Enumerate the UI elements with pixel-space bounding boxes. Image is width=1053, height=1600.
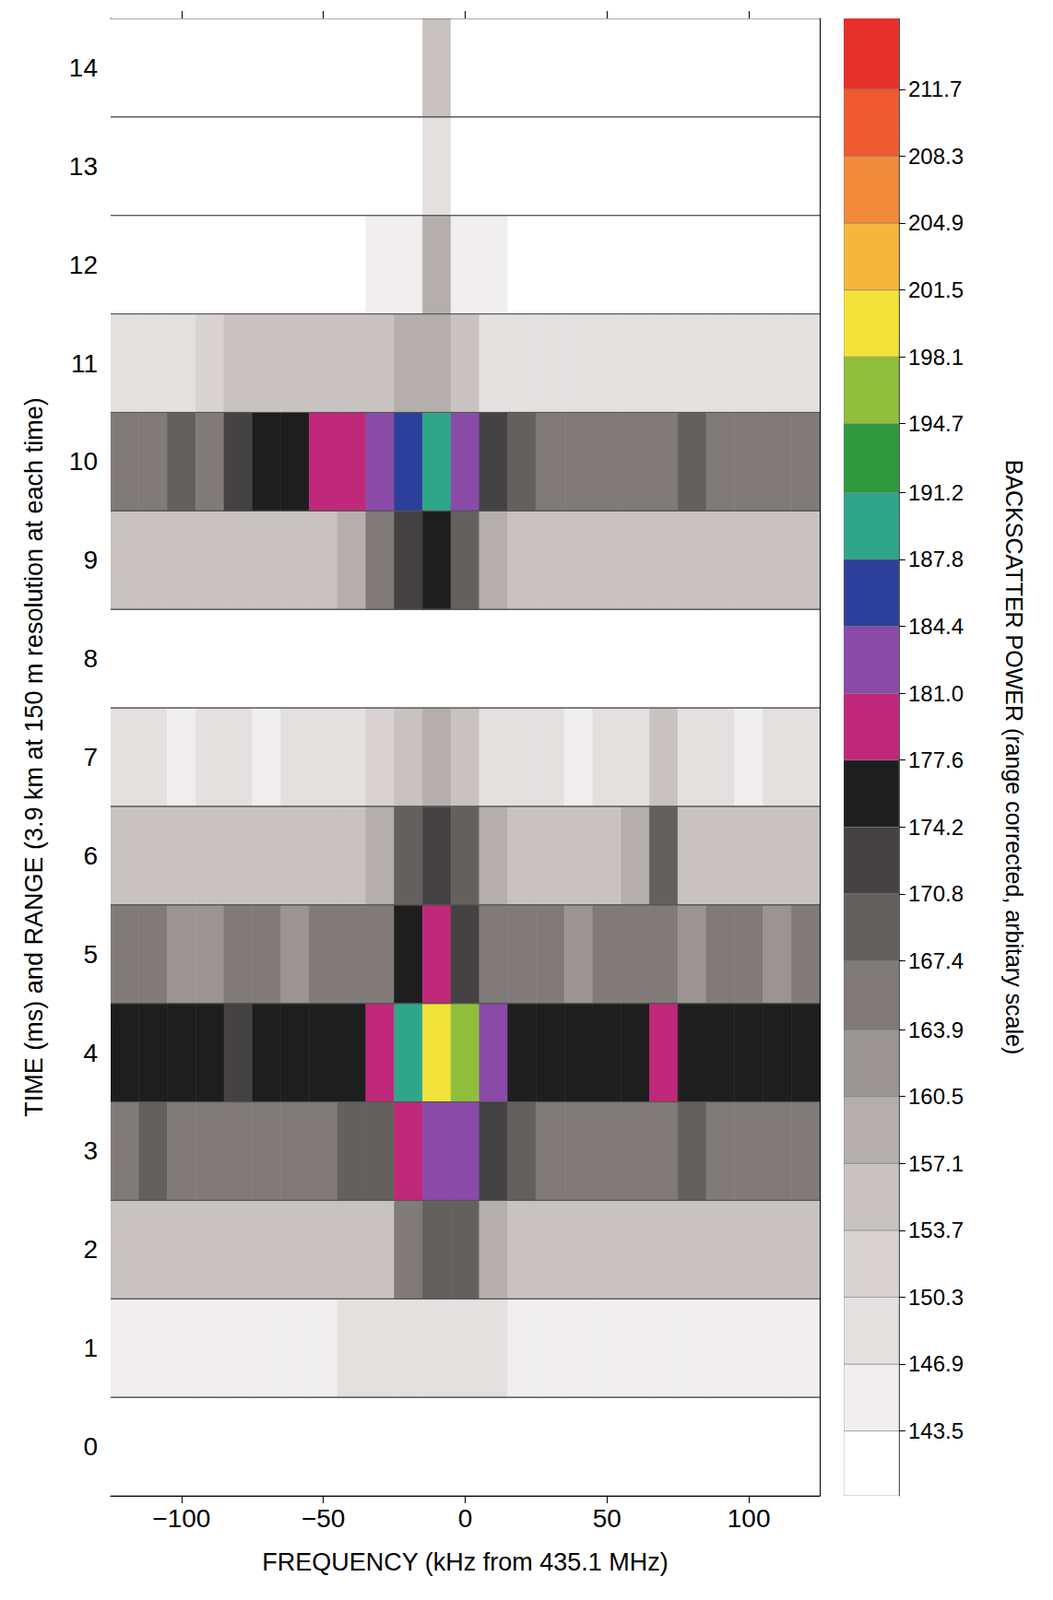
svg-text:0: 0: [458, 1504, 474, 1534]
svg-text:−50: −50: [301, 1504, 346, 1534]
svg-text:8: 8: [82, 644, 98, 674]
svg-text:184.4: 184.4: [908, 614, 964, 639]
svg-text:153.7: 153.7: [908, 1218, 964, 1243]
svg-text:4: 4: [82, 1039, 98, 1068]
svg-text:12: 12: [69, 250, 98, 280]
svg-text:201.5: 201.5: [908, 277, 964, 303]
svg-text:187.8: 187.8: [908, 546, 964, 572]
svg-text:TIME (ms) and RANGE (3.9 km at: TIME (ms) and RANGE (3.9 km at 150 m res…: [20, 397, 48, 1117]
svg-text:5: 5: [82, 940, 98, 970]
svg-text:157.1: 157.1: [908, 1151, 964, 1177]
svg-text:FREQUENCY (kHz from 435.1 MHz): FREQUENCY (kHz from 435.1 MHz): [261, 1549, 669, 1577]
svg-text:211.7: 211.7: [908, 76, 962, 102]
svg-text:191.2: 191.2: [908, 480, 964, 506]
svg-text:9: 9: [82, 545, 98, 575]
svg-text:BACKSCATTER POWER (range corre: BACKSCATTER POWER (range corrected, arbi…: [1001, 460, 1028, 1056]
svg-text:181.0: 181.0: [908, 681, 964, 707]
svg-text:150.3: 150.3: [908, 1285, 964, 1311]
svg-text:160.5: 160.5: [908, 1084, 964, 1110]
svg-text:174.2: 174.2: [908, 815, 964, 841]
svg-text:198.1: 198.1: [908, 344, 964, 370]
svg-text:146.9: 146.9: [908, 1351, 964, 1377]
svg-text:163.9: 163.9: [908, 1017, 964, 1043]
svg-text:204.9: 204.9: [908, 210, 964, 236]
svg-text:100: 100: [727, 1504, 771, 1534]
svg-text:−100: −100: [152, 1504, 211, 1534]
svg-text:3: 3: [82, 1136, 98, 1166]
svg-text:167.4: 167.4: [908, 948, 964, 974]
svg-text:143.5: 143.5: [908, 1419, 964, 1444]
svg-text:2: 2: [82, 1235, 98, 1265]
svg-text:170.8: 170.8: [908, 881, 964, 907]
svg-text:6: 6: [82, 841, 98, 871]
svg-text:50: 50: [592, 1504, 622, 1534]
svg-text:11: 11: [70, 349, 98, 379]
svg-text:14: 14: [69, 53, 98, 83]
svg-text:13: 13: [69, 152, 98, 181]
svg-text:177.6: 177.6: [908, 747, 964, 773]
svg-text:10: 10: [69, 447, 98, 476]
svg-text:0: 0: [82, 1432, 98, 1462]
svg-text:1: 1: [82, 1334, 98, 1363]
svg-text:7: 7: [82, 743, 98, 772]
svg-text:194.7: 194.7: [908, 411, 964, 437]
svg-text:208.3: 208.3: [908, 143, 964, 169]
